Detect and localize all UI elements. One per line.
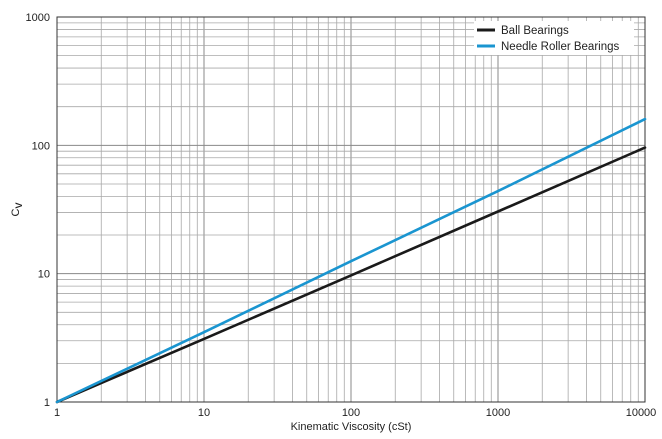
y-tick-label: 10	[38, 269, 50, 281]
series-line-ball-bearings	[55, 146, 647, 404]
grid	[57, 17, 645, 402]
series-line-needle-roller-bearings	[55, 117, 647, 404]
y-tick-label: 1000	[26, 12, 50, 24]
y-tick-labels: 1 10 100 1000	[26, 12, 50, 409]
plot-frame	[56, 16, 646, 403]
y-tick-label: 100	[32, 140, 50, 152]
x-tick-label: 100	[342, 407, 360, 419]
legend: Ball Bearings Needle Roller Bearings	[474, 21, 634, 55]
legend-background	[474, 21, 634, 55]
legend-label-ball-bearings: Ball Bearings	[501, 25, 569, 37]
series-layer	[55, 117, 647, 404]
y-axis-label: CV	[10, 203, 24, 217]
x-tick-label: 1000	[486, 407, 510, 419]
x-tick-labels: 1 10 100 1000 10000	[54, 407, 656, 419]
y-axis-label-main: C	[10, 208, 22, 216]
x-axis-label: Kinematic Viscosity (cSt)	[291, 421, 412, 433]
x-tick-label: 1	[54, 407, 60, 419]
x-tick-label: 10	[198, 407, 210, 419]
x-tick-label: 10000	[626, 407, 657, 419]
y-tick-label: 1	[44, 397, 50, 409]
legend-label-needle-roller-bearings: Needle Roller Bearings	[501, 41, 620, 53]
y-axis-label-subscript: V	[14, 203, 24, 209]
